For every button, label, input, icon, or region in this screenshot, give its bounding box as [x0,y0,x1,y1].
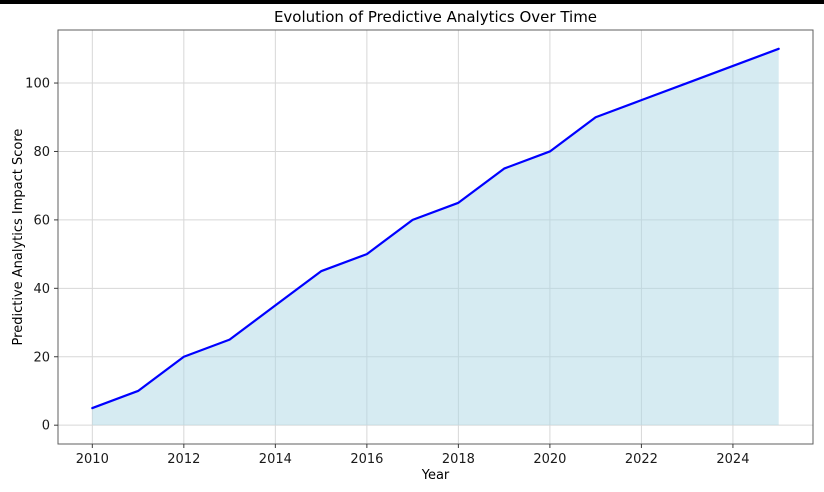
area-fill [92,48,779,426]
y-tick-label: 80 [33,145,50,160]
trend-line [91,47,780,410]
x-tick-label: 2024 [716,452,749,467]
chart-title: Evolution of Predictive Analytics Over T… [273,8,598,26]
y-tick-label: 100 [25,77,50,92]
x-tick-label: 2016 [350,452,383,467]
x-tick-label: 2014 [259,452,292,467]
top-letterbox-bar [0,0,824,4]
y-tick-label: 0 [42,419,50,434]
axes-frame [57,29,814,445]
x-tick-label: 2018 [442,452,475,467]
y-tick-label: 60 [33,213,50,228]
x-tick-label: 2012 [167,452,200,467]
y-tick-label: 20 [33,350,50,365]
y-tick-label: 40 [33,282,50,297]
x-tick-label: 2020 [533,452,566,467]
x-tick-label: 2010 [76,452,109,467]
x-axis-label: Year [421,468,450,483]
x-tick-label: 2022 [625,452,658,467]
